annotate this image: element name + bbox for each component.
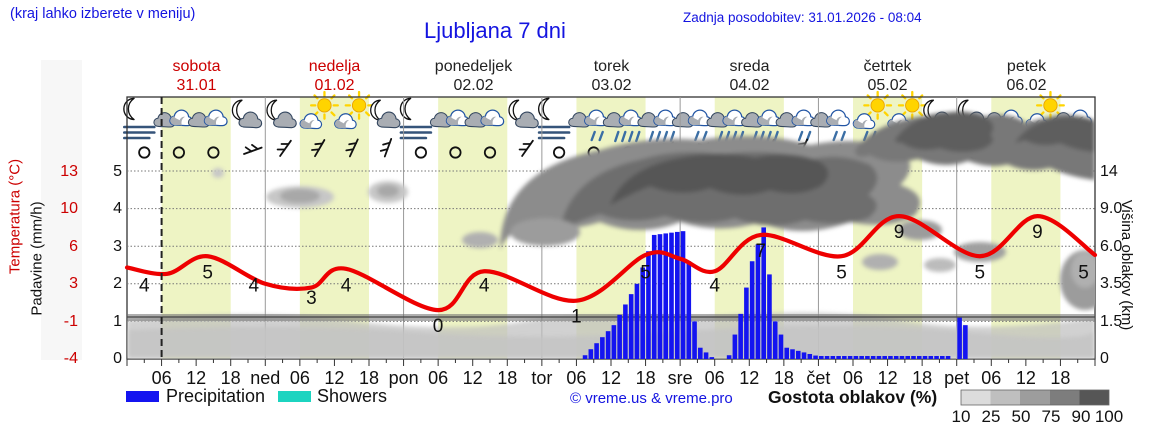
svg-text:5: 5 <box>1078 263 1089 284</box>
svg-text:sre: sre <box>668 368 693 388</box>
svg-text:12: 12 <box>1016 368 1036 388</box>
svg-text:7: 7 <box>756 241 767 262</box>
svg-text:pet: pet <box>944 368 969 388</box>
svg-text:0: 0 <box>433 316 444 337</box>
svg-text:100: 100 <box>1095 407 1123 426</box>
svg-text:5: 5 <box>202 263 213 284</box>
svg-text:© vreme.us & vreme.pro: © vreme.us & vreme.pro <box>570 390 733 407</box>
svg-text:5: 5 <box>836 263 847 284</box>
svg-text:12: 12 <box>324 368 344 388</box>
svg-text:9: 9 <box>894 222 905 243</box>
svg-text:18: 18 <box>359 368 379 388</box>
svg-text:18: 18 <box>1050 368 1070 388</box>
svg-text:4: 4 <box>709 275 720 296</box>
svg-text:18: 18 <box>221 368 241 388</box>
svg-text:06: 06 <box>290 368 310 388</box>
svg-text:5: 5 <box>975 263 986 284</box>
svg-text:ned: ned <box>250 368 280 388</box>
svg-text:pon: pon <box>389 368 419 388</box>
svg-text:75: 75 <box>1042 407 1061 426</box>
svg-text:4: 4 <box>479 275 490 296</box>
svg-text:4: 4 <box>139 275 150 296</box>
svg-text:25: 25 <box>982 407 1001 426</box>
svg-text:18: 18 <box>497 368 517 388</box>
svg-text:Gostota oblakov (%): Gostota oblakov (%) <box>768 387 937 407</box>
svg-text:9: 9 <box>1032 222 1043 243</box>
svg-text:50: 50 <box>1012 407 1031 426</box>
svg-text:12: 12 <box>186 368 206 388</box>
svg-text:06: 06 <box>566 368 586 388</box>
svg-text:Precipitation: Precipitation <box>166 386 265 406</box>
svg-text:06: 06 <box>981 368 1001 388</box>
svg-text:3: 3 <box>306 288 317 309</box>
svg-text:06: 06 <box>152 368 172 388</box>
svg-text:06: 06 <box>705 368 725 388</box>
svg-text:06: 06 <box>843 368 863 388</box>
svg-text:12: 12 <box>601 368 621 388</box>
svg-text:18: 18 <box>636 368 656 388</box>
svg-text:4: 4 <box>341 275 352 296</box>
svg-text:10: 10 <box>952 407 971 426</box>
svg-text:tor: tor <box>531 368 552 388</box>
svg-text:90: 90 <box>1072 407 1091 426</box>
svg-text:čet: čet <box>806 368 830 388</box>
svg-text:12: 12 <box>463 368 483 388</box>
svg-text:12: 12 <box>878 368 898 388</box>
svg-text:18: 18 <box>774 368 794 388</box>
svg-text:18: 18 <box>912 368 932 388</box>
svg-text:1: 1 <box>571 307 582 328</box>
svg-text:Showers: Showers <box>317 386 387 406</box>
svg-text:4: 4 <box>249 275 260 296</box>
svg-text:12: 12 <box>739 368 759 388</box>
svg-text:06: 06 <box>428 368 448 388</box>
svg-text:5: 5 <box>640 263 651 284</box>
